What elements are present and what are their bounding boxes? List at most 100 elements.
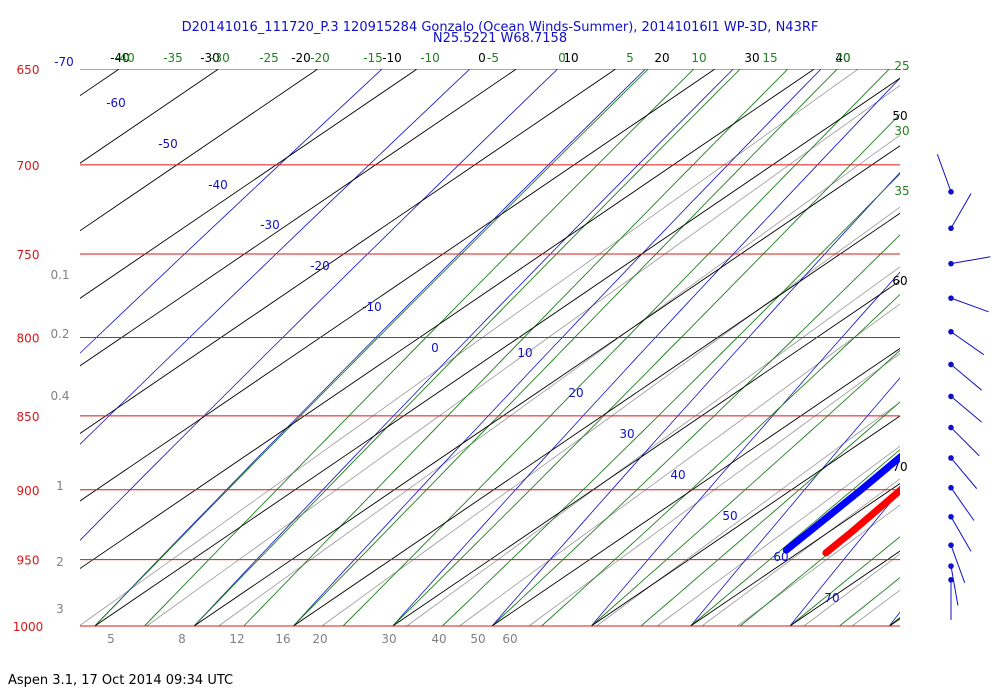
wind-barb-staff bbox=[950, 457, 978, 489]
mixing-ratio-label: 12 bbox=[229, 632, 244, 646]
isotherm-label: -40 bbox=[110, 51, 130, 65]
dry-adiabat-label: 70 bbox=[824, 591, 839, 605]
wind-barb bbox=[948, 328, 985, 356]
moist-adiabat-label: -35 bbox=[163, 51, 183, 65]
isotherm-line bbox=[591, 415, 900, 627]
isotherm-label: 40 bbox=[835, 51, 850, 65]
height-km-label: 0.2 bbox=[50, 327, 69, 341]
mixing-ratio-line bbox=[459, 303, 900, 627]
moist-adiabat-label: 35 bbox=[894, 184, 909, 198]
moist-adiabat-line bbox=[491, 234, 900, 627]
isobar-label-750: 750 bbox=[17, 248, 40, 262]
mixing-ratio-line bbox=[922, 49, 1000, 626]
isotherm-line bbox=[789, 550, 900, 627]
mixing-ratio-label: 8 bbox=[178, 632, 186, 646]
isotherm-label: 0 bbox=[478, 51, 486, 65]
wind-barb bbox=[948, 424, 980, 457]
wind-barb bbox=[948, 193, 972, 232]
moist-adiabat-line bbox=[640, 401, 900, 627]
mixing-ratio-line bbox=[656, 445, 900, 627]
dry-adiabat-label: -30 bbox=[260, 218, 280, 232]
isotherm-line bbox=[293, 212, 900, 627]
dry-adiabat-line bbox=[789, 490, 900, 627]
mixing-ratio-label: 20 bbox=[312, 632, 327, 646]
mixing-ratio-label: 5 bbox=[107, 632, 115, 646]
moist-adiabat-label: -10 bbox=[420, 51, 440, 65]
isotherm-line bbox=[80, 69, 418, 299]
moist-adiabat-line bbox=[789, 536, 900, 627]
isotherm-line bbox=[80, 69, 816, 570]
wind-barb-staff bbox=[950, 297, 989, 313]
dry-adiabat-label: -50 bbox=[158, 137, 178, 151]
dry-adiabat-label: 30 bbox=[619, 427, 634, 441]
height-km-label: 2 bbox=[56, 555, 64, 569]
dry-adiabat-line bbox=[989, 49, 1000, 626]
wind-barb-staff bbox=[950, 516, 972, 552]
wind-barb bbox=[948, 577, 954, 620]
wind-barb-staff bbox=[950, 364, 982, 391]
wind-barb bbox=[948, 256, 991, 267]
height-label: 50 bbox=[892, 109, 907, 123]
dry-adiabat-line bbox=[491, 171, 900, 627]
moist-adiabat-line bbox=[541, 293, 900, 627]
moist-adiabat-label: -40 bbox=[115, 51, 135, 65]
isobar-label-1000: 1000 bbox=[13, 620, 44, 634]
wind-barb-staff bbox=[950, 396, 982, 423]
dry-adiabat-label: 50 bbox=[722, 509, 737, 523]
wind-barb bbox=[948, 455, 978, 489]
isotherm-label: -30 bbox=[200, 51, 220, 65]
mixing-ratio-line bbox=[737, 504, 900, 627]
mixing-ratio-label: 40 bbox=[431, 632, 446, 646]
isotherm-line bbox=[80, 69, 518, 367]
mixing-ratio-line bbox=[321, 206, 900, 627]
moist-adiabat-label: 15 bbox=[762, 51, 777, 65]
isotherm-line bbox=[80, 69, 716, 502]
moist-adiabat-label: 0 bbox=[558, 51, 566, 65]
dewpoint-profile bbox=[782, 452, 900, 554]
dry-adiabat-label: -10 bbox=[362, 300, 382, 314]
dry-adiabat-label: 10 bbox=[517, 346, 532, 360]
dry-adiabat-label: 40 bbox=[670, 468, 685, 482]
moist-adiabat-line bbox=[591, 349, 900, 627]
sounding-profiles bbox=[782, 452, 900, 557]
mixing-ratio-label: 16 bbox=[275, 632, 290, 646]
isobar-label-850: 850 bbox=[17, 410, 40, 424]
wind-barb bbox=[936, 154, 954, 195]
isotherm-line bbox=[491, 347, 900, 627]
moist-adiabat-line bbox=[442, 173, 900, 627]
wind-barb-staff bbox=[950, 427, 980, 457]
isotherm-label: -20 bbox=[291, 51, 311, 65]
isotherm-label: 30 bbox=[744, 51, 759, 65]
isobar-label-700: 700 bbox=[17, 159, 40, 173]
mixing-ratio-label: 60 bbox=[502, 632, 517, 646]
dry-adiabat-label: 60 bbox=[773, 550, 788, 564]
height-km-label: 0.4 bbox=[50, 389, 69, 403]
wind-barb-staff bbox=[950, 331, 985, 356]
mixing-ratio-line bbox=[596, 401, 900, 627]
wind-barb-staff bbox=[950, 193, 972, 229]
dry-adiabat-label: -60 bbox=[106, 96, 126, 110]
moist-adiabat-label: 10 bbox=[691, 51, 706, 65]
moist-adiabat-label: -30 bbox=[210, 51, 230, 65]
wind-barb bbox=[948, 393, 982, 423]
wind-barb bbox=[948, 513, 972, 552]
height-label: 60 bbox=[892, 274, 907, 288]
isotherm-label: -10 bbox=[382, 51, 402, 65]
isotherm-line bbox=[80, 69, 319, 232]
mixing-ratio-line bbox=[701, 478, 900, 627]
moist-adiabat-label: -20 bbox=[310, 51, 330, 65]
dry-adiabat-label: 0 bbox=[431, 341, 439, 355]
dry-adiabat-line bbox=[690, 377, 900, 627]
wind-barb bbox=[948, 484, 975, 521]
wind-barb bbox=[948, 563, 959, 606]
wind-barb-staff bbox=[950, 487, 975, 521]
dry-adiabat-label: 20 bbox=[568, 386, 583, 400]
moist-adiabat-label: 5 bbox=[626, 51, 634, 65]
isobar-label-900: 900 bbox=[17, 484, 40, 498]
isotherm-line bbox=[888, 618, 900, 627]
isotherm-line bbox=[690, 483, 900, 627]
mixing-ratio-label: 30 bbox=[381, 632, 396, 646]
dry-adiabat-line bbox=[590, 271, 900, 627]
